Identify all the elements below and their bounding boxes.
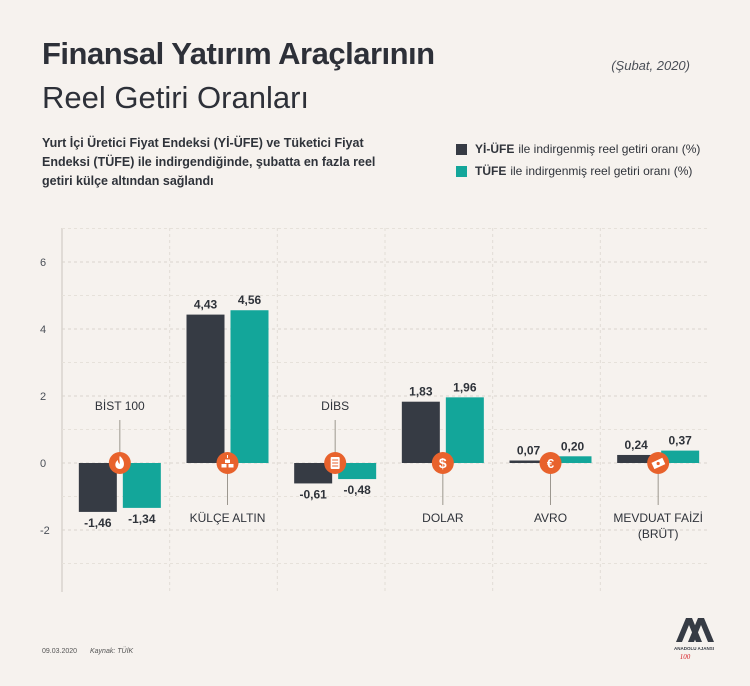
dollar-icon: $ xyxy=(431,452,454,474)
document-icon xyxy=(324,452,347,474)
category-label: (BRÜT) xyxy=(638,527,679,541)
gold-bar xyxy=(228,464,234,468)
data-label: 1,83 xyxy=(409,385,433,399)
bar xyxy=(617,454,656,463)
bar xyxy=(338,463,377,480)
legend-key-tufe: TÜFE xyxy=(475,164,507,178)
description-text: Yurt İçi Üretici Fiyat Endeksi (Yİ-ÜFE) … xyxy=(42,136,376,188)
legend-key-yiufe: Yİ-ÜFE xyxy=(475,142,515,156)
banknote-dot xyxy=(656,461,660,466)
data-label: -1,34 xyxy=(128,512,156,526)
data-label: 4,56 xyxy=(238,293,262,307)
report-date: (Şubat, 2020) xyxy=(611,58,690,73)
data-label: -0,61 xyxy=(299,487,327,501)
legend-item-tufe: TÜFE ile indirgenmiş reel getiri oranı (… xyxy=(456,160,700,182)
data-label: -0,48 xyxy=(343,483,371,497)
svg-text:100: 100 xyxy=(680,653,691,661)
category-label: KÜLÇE ALTIN xyxy=(190,511,266,525)
category-label: BİST 100 xyxy=(95,399,145,413)
money-stack-icon xyxy=(647,452,670,474)
bar xyxy=(186,314,225,463)
y-tick-label: -2 xyxy=(40,525,50,537)
y-tick-label: 6 xyxy=(40,257,46,269)
data-label: -1,46 xyxy=(84,516,112,530)
logo-text: ANADOLU AJANSI xyxy=(674,646,714,651)
data-label: 0,24 xyxy=(624,438,648,452)
data-label: 4,43 xyxy=(194,298,218,312)
legend-swatch-tufe xyxy=(456,165,467,177)
page-subtitle: Reel Getiri Oranları xyxy=(42,80,310,115)
category-label: DOLAR xyxy=(422,511,464,525)
euro-icon: € xyxy=(539,452,562,474)
legend-swatch-yiufe xyxy=(456,143,467,155)
dollar-glyph: $ xyxy=(439,455,447,471)
bar xyxy=(78,463,117,512)
fire-icon xyxy=(108,452,131,474)
y-tick-label: 0 xyxy=(40,458,46,470)
footer-source: Kaynak: TÜİK xyxy=(90,648,134,655)
footer-date: 09.03.2020 xyxy=(42,648,78,655)
data-label: 1,96 xyxy=(453,380,477,394)
page-title: Finansal Yatırım Araçlarının xyxy=(42,36,435,71)
data-label: 0,07 xyxy=(517,444,541,458)
bar xyxy=(401,401,440,463)
bar xyxy=(294,463,333,484)
category-label: DİBS xyxy=(321,399,349,413)
legend-text-yiufe: ile indirgenmiş reel getiri oranı (%) xyxy=(518,142,701,156)
gold-bar xyxy=(221,464,227,468)
euro-glyph: € xyxy=(547,456,554,471)
data-label: 0,20 xyxy=(561,439,585,453)
bar xyxy=(553,456,592,463)
gold-bar xyxy=(225,459,230,463)
bar xyxy=(122,463,161,508)
icon-circle xyxy=(431,452,454,474)
bar xyxy=(445,397,484,463)
legend-text-tufe: ile indirgenmiş reel getiri oranı (%) xyxy=(510,164,693,178)
bar xyxy=(661,450,700,463)
data-label: 0,37 xyxy=(668,434,692,448)
category-label: MEVDUAT FAİZİ xyxy=(613,511,703,525)
fire-shape xyxy=(115,456,124,469)
bar xyxy=(509,460,548,463)
category-label: AVRO xyxy=(534,511,567,525)
y-tick-label: 2 xyxy=(40,391,46,403)
bar xyxy=(230,310,269,463)
chart-legend: Yİ-ÜFE ile indirgenmiş reel getiri oranı… xyxy=(456,138,700,182)
icon-circle xyxy=(539,452,562,474)
anadolu-ajansi-logo: ANADOLU AJANSI 100 xyxy=(674,618,714,661)
legend-item-yiufe: Yİ-ÜFE ile indirgenmiş reel getiri oranı… xyxy=(456,138,700,160)
gold-bars-icon xyxy=(216,452,239,474)
y-tick-label: 4 xyxy=(40,324,46,336)
